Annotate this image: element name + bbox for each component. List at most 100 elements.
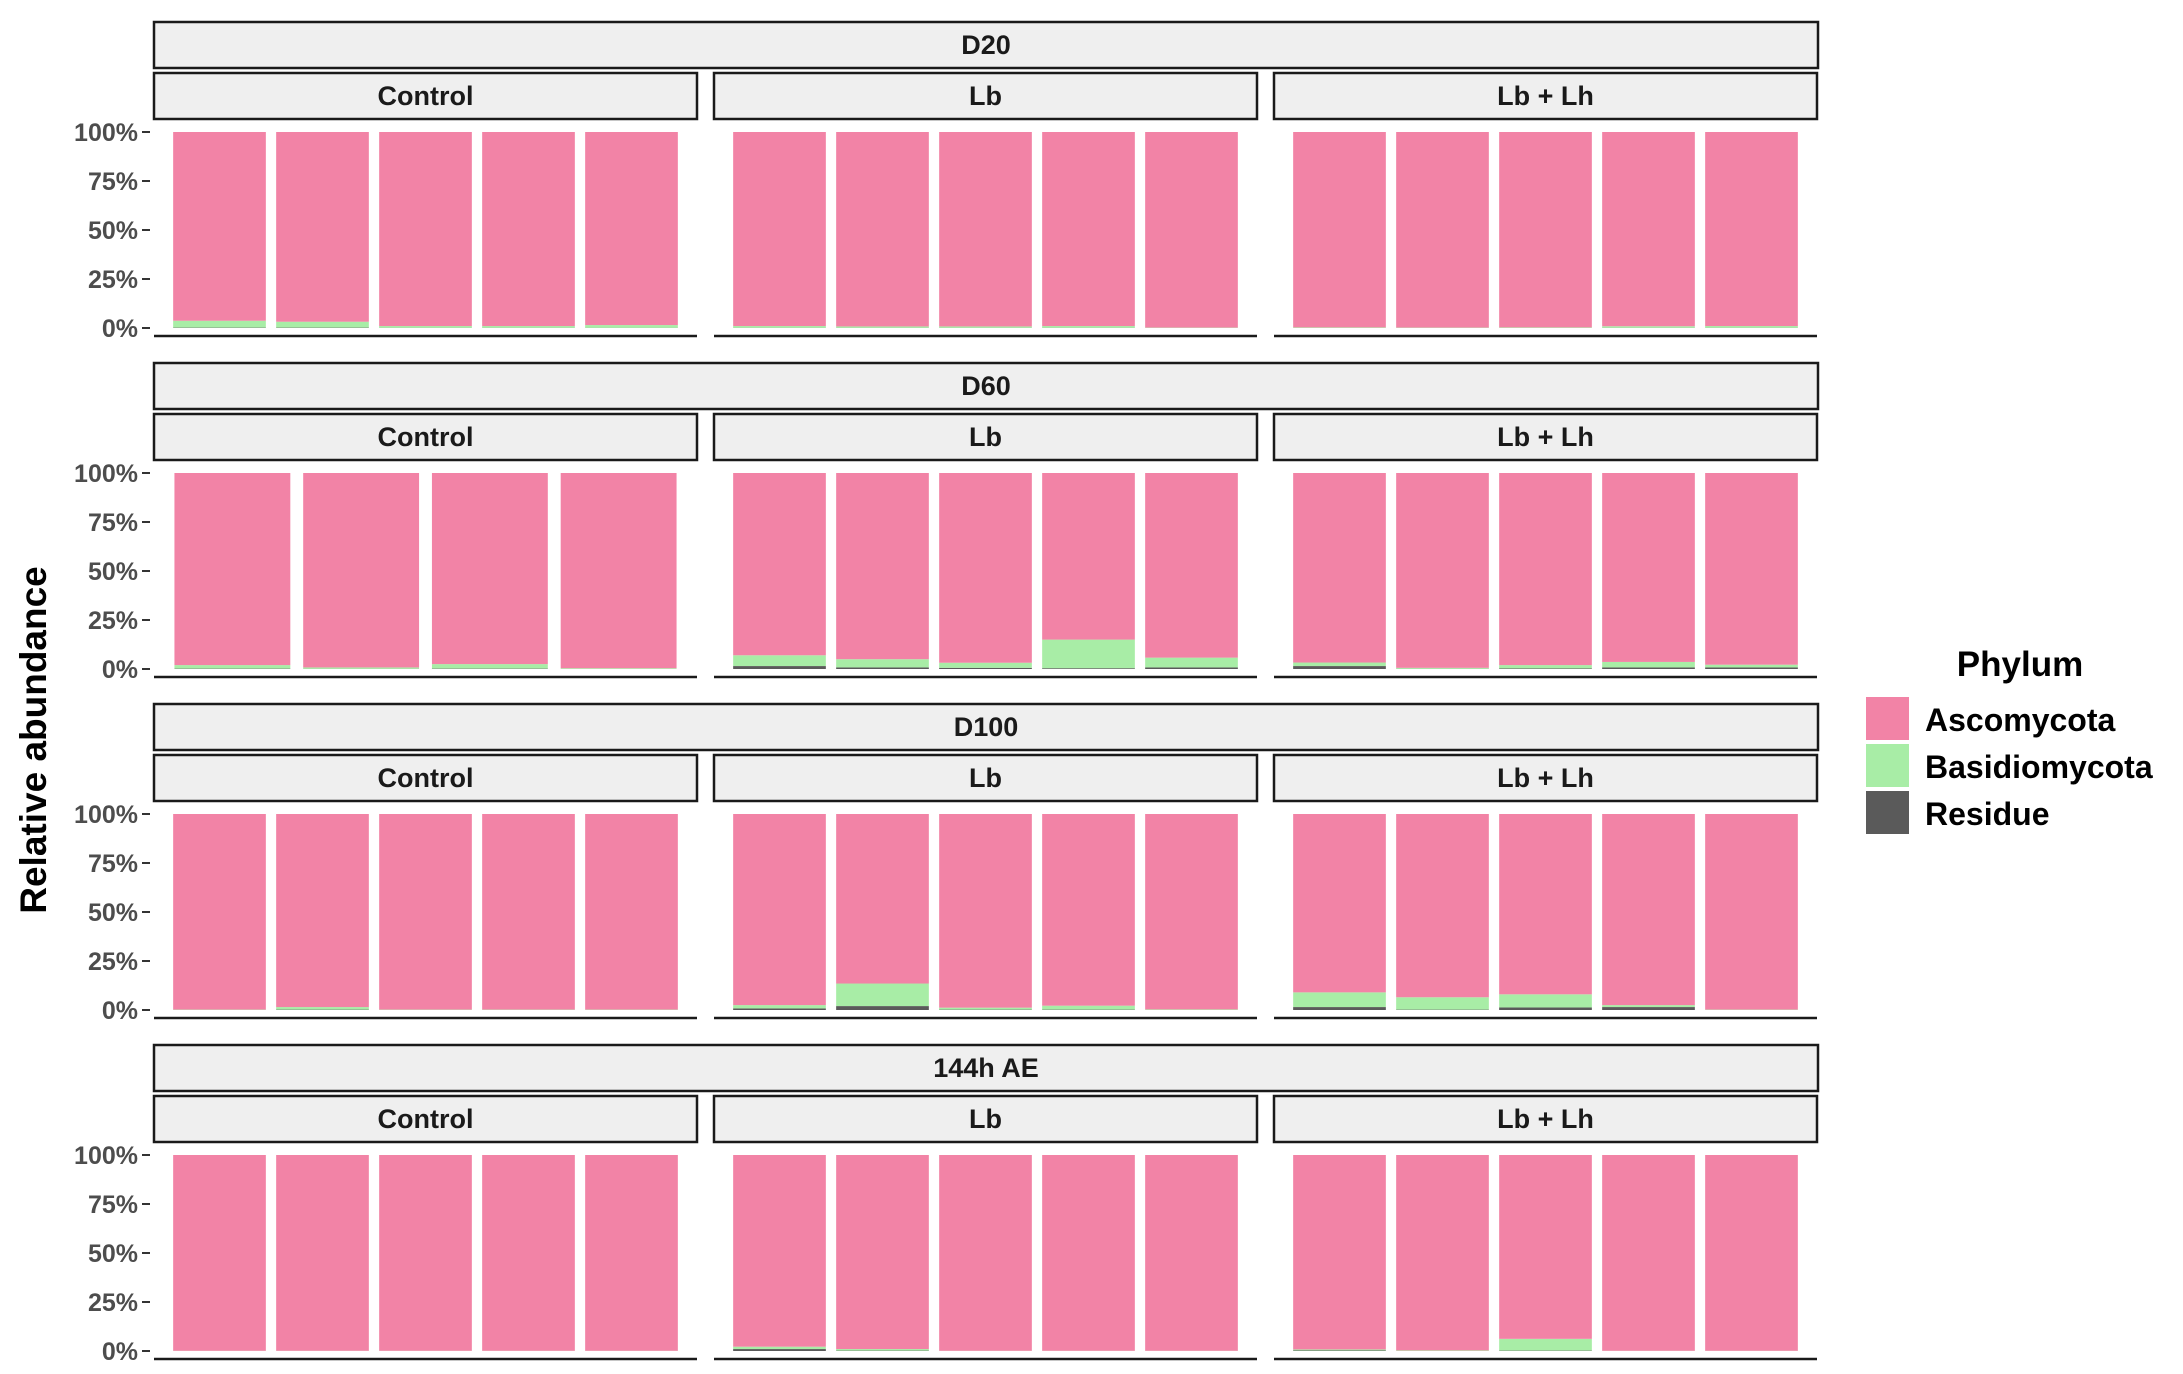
bar-segment-residue [733, 666, 826, 669]
bar-segment-basidiomycota [1602, 1005, 1695, 1008]
bar-segment-basidiomycota [276, 321, 369, 328]
strip-group [1272, 412, 1819, 462]
bar-segment-ascomycota [1042, 814, 1135, 1006]
bar-segment-basidiomycota [1293, 662, 1386, 667]
y-tick-label: 50% [88, 899, 138, 927]
bar-segment-ascomycota [1705, 1155, 1798, 1351]
y-tick-label: 100% [74, 119, 138, 147]
strip-group [1272, 753, 1819, 803]
y-tick-label: 25% [88, 266, 138, 294]
bar-segment-ascomycota [733, 132, 826, 327]
bar-segment-residue [1293, 666, 1386, 669]
bar-segment-basidiomycota [939, 1007, 1032, 1010]
bar-segment-ascomycota [1396, 1155, 1489, 1351]
bar-segment-basidiomycota [836, 326, 929, 328]
y-tick-label: 75% [88, 1191, 138, 1219]
bar-segment-ascomycota [379, 1155, 472, 1351]
bar-segment-basidiomycota [836, 1349, 929, 1351]
bar-segment-basidiomycota [733, 1005, 826, 1009]
bar-segment-ascomycota [1042, 132, 1135, 327]
facet-row-0: D20 0% 25% 50% 75% 100% Control Lb Lb + Lh [74, 20, 1820, 343]
strip-group [1272, 1094, 1819, 1144]
bar-segment-basidiomycota [1396, 667, 1489, 669]
bar-segment-ascomycota [1602, 132, 1695, 327]
bar-segment-ascomycota [379, 814, 472, 1010]
strip-group-label: Control [378, 1104, 474, 1134]
bar-segment-residue [1042, 668, 1135, 669]
bar-segment-residue [939, 667, 1032, 669]
strip-timepoint [152, 1043, 1820, 1093]
bar-segment-residue [1499, 668, 1592, 669]
bar-segment-basidiomycota [1293, 327, 1386, 328]
bar-segment-ascomycota [1293, 473, 1386, 663]
bar-segment-basidiomycota [1396, 1350, 1489, 1351]
strip-group [152, 71, 699, 121]
bar-segment-basidiomycota [1293, 992, 1386, 1008]
bar-segment-residue [1602, 1007, 1695, 1010]
strip-timepoint [152, 20, 1820, 70]
bar-segment-ascomycota [482, 1155, 575, 1351]
y-tick-label: 100% [74, 460, 138, 488]
strip-group [152, 1094, 699, 1144]
bar-segment-ascomycota [1602, 814, 1695, 1006]
bar-segment-ascomycota [379, 132, 472, 327]
bar-segment-residue [1293, 1007, 1386, 1010]
y-tick-label: 50% [88, 1240, 138, 1268]
bar-segment-ascomycota [1396, 814, 1489, 998]
bar-segment-basidiomycota [1499, 665, 1592, 669]
bar-segment-basidiomycota [733, 326, 826, 328]
bar-segment-ascomycota [1396, 473, 1489, 668]
facet-row-1: D60 0% 25% 50% 75% 100% Control Lb Lb + Lh [74, 361, 1820, 684]
y-tick-label: 0% [102, 315, 138, 343]
strip-group-label: Lb [969, 763, 1002, 793]
bar-segment-ascomycota [1499, 132, 1592, 328]
bar-segment-ascomycota [1705, 814, 1798, 1010]
bar-segment-ascomycota [733, 1155, 826, 1347]
bar-segment-basidiomycota [1042, 639, 1135, 669]
bar-segment-ascomycota [836, 814, 929, 984]
bar-segment-ascomycota [1145, 814, 1238, 1010]
bar-segment-ascomycota [585, 1155, 678, 1351]
strip-group-label: Control [378, 81, 474, 111]
bar-segment-ascomycota [560, 473, 677, 669]
bar-segment-ascomycota [733, 814, 826, 1006]
bar-segment-ascomycota [431, 473, 548, 665]
bar-segment-basidiomycota [1602, 661, 1695, 668]
bar-segment-basidiomycota [276, 1007, 369, 1010]
y-tick-label: 25% [88, 1289, 138, 1317]
bar-segment-basidiomycota [733, 655, 826, 667]
bar-segment-basidiomycota [733, 1346, 826, 1350]
bar-segment-basidiomycota [1499, 994, 1592, 1008]
bar-segment-ascomycota [939, 132, 1032, 327]
bar-segment-ascomycota [1499, 1155, 1592, 1339]
chart-facets: D20 0% 25% 50% 75% 100% Control Lb Lb + Lh D60 0% 2… [74, 20, 1820, 1366]
bar-segment-ascomycota [733, 473, 826, 656]
bar-segment-basidiomycota [1396, 997, 1489, 1010]
strip-group-label: Control [378, 422, 474, 452]
bar-segment-basidiomycota [1293, 1349, 1386, 1351]
bar-segment-ascomycota [585, 814, 678, 1010]
bar-segment-ascomycota [1396, 132, 1489, 328]
bar-segment-basidiomycota [1705, 664, 1798, 668]
bar-segment-basidiomycota [1042, 1005, 1135, 1010]
bar-segment-ascomycota [303, 473, 420, 668]
bar-segment-ascomycota [939, 473, 1032, 663]
legend-label-ascomycota: Ascomycota [1925, 702, 2116, 738]
strip-group-label: Control [378, 763, 474, 793]
legend-title: Phylum [1957, 645, 2083, 684]
bar-segment-ascomycota [276, 814, 369, 1008]
bar-segment-basidiomycota [174, 665, 291, 669]
bar-segment-basidiomycota [1145, 1009, 1238, 1010]
strip-timepoint [152, 361, 1820, 411]
y-tick-label: 25% [88, 607, 138, 635]
strip-group-label: Lb + Lh [1497, 81, 1594, 111]
strip-timepoint [152, 702, 1820, 752]
bar-segment-basidiomycota [585, 325, 678, 328]
strip-group [152, 753, 699, 803]
bar-segment-residue [1705, 667, 1798, 669]
legend-swatch-basidiomycota [1866, 744, 1909, 787]
bar-segment-basidiomycota [1499, 1338, 1592, 1351]
bar-segment-ascomycota [1499, 814, 1592, 995]
strip-timepoint-label: D60 [961, 371, 1011, 401]
bar-segment-ascomycota [482, 132, 575, 327]
